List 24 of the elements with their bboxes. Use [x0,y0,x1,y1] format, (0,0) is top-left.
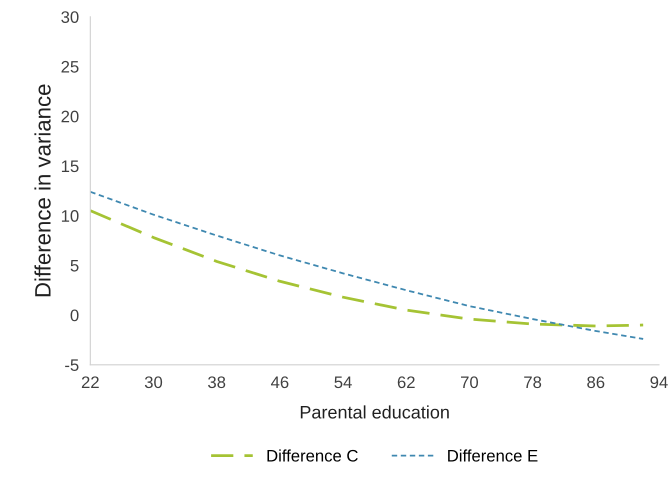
x-axis-title: Parental education [300,405,449,419]
x-tick-label: 94 [650,376,668,388]
y-tick-label: 10 [62,210,79,222]
x-tick-label: 46 [270,376,288,388]
line-series [90,190,644,340]
y-tick-label: 15 [62,160,79,172]
y-tick-label: 5 [70,260,79,272]
x-tick-label: 86 [587,376,604,388]
x-tick-label: 38 [208,376,226,388]
line-series [90,209,645,328]
y-tick-label: -5 [65,359,79,372]
y-tick-label: 20 [62,110,79,122]
y-tick-label: 25 [62,60,79,73]
y-axis-title: Difference in variance [34,84,51,296]
x-tick-label: 70 [461,376,478,388]
y-tick-label: 30 [61,11,79,24]
x-tick-label: 78 [524,376,542,388]
x-tick-label: 30 [144,376,162,388]
legend-label: Difference C [267,449,358,462]
x-tick-label: 62 [398,376,415,388]
x-tick-label: 54 [334,376,352,388]
y-tick-label: 0 [70,309,79,322]
legend-label: Difference E [448,449,538,462]
x-tick-label: 22 [82,376,99,388]
